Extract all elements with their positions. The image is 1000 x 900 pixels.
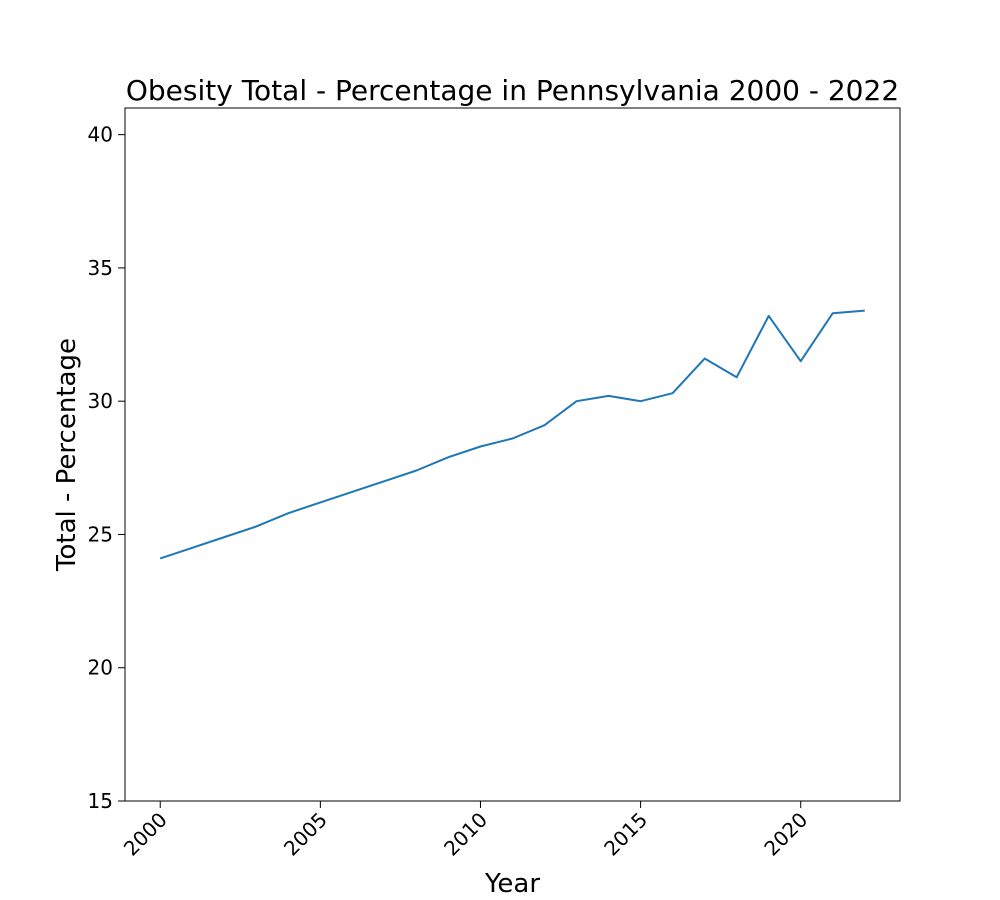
y-tick-label: 20 [88, 656, 113, 680]
x-tick-label: 2020 [759, 808, 812, 861]
y-tick-label: 35 [88, 256, 113, 280]
x-axis-label: Year [484, 869, 540, 899]
plot-frame [124, 107, 901, 802]
chart-title: Obesity Total - Percentage in Pennsylvan… [126, 74, 899, 107]
series-line [159, 309, 865, 560]
y-tick-label: 40 [88, 123, 113, 147]
x-tick-label: 2010 [439, 808, 492, 861]
x-axis-ticks: 2000 2005 2010 2015 2020 [119, 801, 812, 861]
x-tick-label: 2015 [599, 808, 652, 861]
x-tick-label: 2005 [279, 808, 332, 861]
x-tick-label: 2000 [119, 808, 172, 861]
y-tick-label: 25 [88, 522, 113, 546]
y-axis-label: Total - Percentage [52, 338, 82, 572]
plot-area: 2000 2005 2010 2015 2020 15 20 25 30 35 40 [88, 107, 901, 861]
y-tick-label: 30 [88, 389, 113, 413]
y-tick-label: 15 [88, 789, 113, 813]
y-axis-ticks: 15 20 25 30 35 40 [88, 123, 125, 813]
